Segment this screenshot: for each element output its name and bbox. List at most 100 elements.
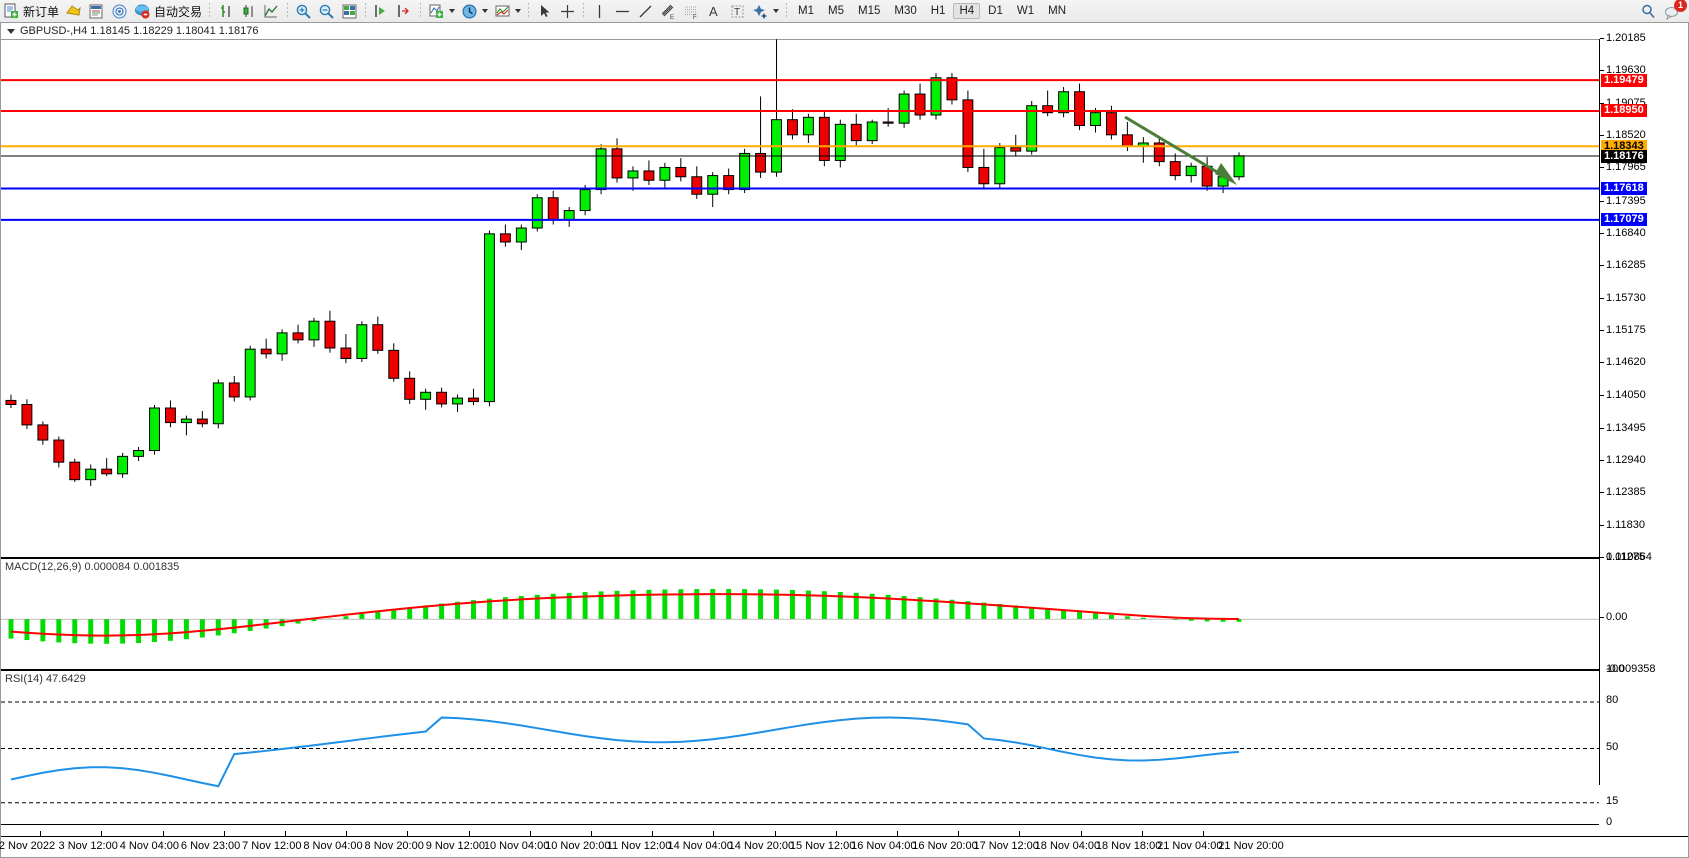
trendline-button[interactable] (634, 1, 657, 21)
time-label: 8 Nov 20:00 (364, 840, 424, 852)
chart-plot-area[interactable]: MACD(12,26,9) 0.000084 0.001835 RSI(14) … (0, 39, 1688, 857)
crosshair-button[interactable] (556, 1, 579, 21)
autotrading-icon (134, 3, 151, 20)
label-icon: T (729, 3, 746, 20)
navigator-icon (111, 3, 128, 20)
time-label: 10 Nov 04:00 (483, 840, 550, 852)
price-pane[interactable] (1, 39, 1599, 558)
price-chart-svg (1, 39, 1599, 487)
market-watch-button[interactable] (85, 1, 108, 21)
new-order-button[interactable]: 新订单 (0, 1, 62, 21)
support-line-1-tag[interactable]: 1.17618 (1601, 182, 1647, 196)
timeframe-w1[interactable]: W1 (1016, 5, 1035, 17)
timeframe-m30[interactable]: M30 (894, 5, 917, 17)
equidistant-channel-button[interactable]: E (657, 1, 680, 21)
data-window-icon (341, 3, 358, 20)
time-separator (1080, 831, 1082, 837)
price-tick: 1.12385 (1600, 486, 1646, 498)
macd-pane[interactable]: MACD(12,26,9) 0.000084 0.001835 (1, 558, 1599, 670)
timeframe-d1[interactable]: D1 (988, 5, 1003, 17)
time-label: 16 Nov 20:00 (912, 840, 978, 852)
chevron-down-icon[interactable] (482, 9, 489, 13)
bar-chart-button[interactable] (214, 1, 237, 21)
shift-end-button[interactable] (370, 1, 393, 21)
new-order-icon (3, 3, 20, 20)
time-label: 6 Nov 23:00 (180, 840, 241, 852)
time-separator (40, 831, 42, 837)
vline-icon (591, 3, 608, 20)
current-price-tag[interactable]: 1.18176 (1601, 149, 1647, 163)
time-separator (713, 831, 715, 837)
zoom-out-button[interactable] (315, 1, 338, 21)
toolbar-separator-4 (420, 3, 422, 19)
resistance-line-1-tag[interactable]: 1.19479 (1601, 73, 1647, 87)
chevron-down-icon[interactable] (773, 9, 780, 13)
rsi-tick: 100 (1606, 663, 1625, 675)
time-axis: 2 Nov 2022 3 Nov 12:00 4 Nov 04:00 6 Nov 23… (0, 831, 1688, 857)
timeframe-m5[interactable]: M5 (828, 5, 844, 17)
candlestick-chart-button[interactable] (237, 1, 260, 21)
price-tick: 1.11275 (1600, 551, 1645, 563)
time-separator (285, 831, 286, 837)
label-button[interactable]: T (726, 1, 749, 21)
timeframe-mn[interactable]: MN (1048, 5, 1066, 17)
macd-tick: 0.010864 (1606, 551, 1652, 563)
toolbar-separator-7 (786, 3, 788, 19)
time-separator (652, 831, 654, 837)
time-label: 2 Nov 2022 (0, 840, 56, 852)
text-button[interactable]: A (703, 1, 726, 21)
indicators-button[interactable] (62, 1, 85, 21)
time-label: 15 Nov 12:00 (789, 840, 856, 852)
macd-label: MACD(12,26,9) 0.000084 0.001835 (5, 561, 180, 573)
line-chart-button[interactable] (260, 1, 283, 21)
time-separator (897, 831, 898, 837)
timeframe-m1[interactable]: M1 (798, 5, 815, 17)
auto-scroll-button[interactable] (393, 1, 416, 21)
timeframe-h4[interactable]: H4 (953, 3, 981, 19)
svg-text:A: A (709, 4, 718, 19)
time-label: 21 Nov 20:00 (1218, 840, 1284, 852)
toolbar-separator-2 (287, 3, 289, 19)
time-label: 17 Nov 12:00 (973, 840, 1039, 852)
rsi-tick: 15 (1606, 794, 1619, 807)
chart-menu-dropdown-icon[interactable] (7, 28, 15, 34)
trend-arrow-annotation[interactable] (1124, 115, 1237, 185)
hline-icon (614, 3, 631, 20)
rsi-tick: 80 (1606, 694, 1619, 706)
rsi-pane[interactable]: RSI(14) 47.6429 (1, 670, 1599, 825)
timeframe-h1[interactable]: H1 (930, 5, 946, 17)
shapes-button[interactable] (749, 1, 782, 21)
shift-end-icon (373, 3, 390, 20)
add-indicator-icon (428, 3, 445, 20)
fibonacci-button[interactable]: F (680, 1, 703, 21)
time-separator (835, 831, 837, 837)
time-label: 14 Nov 20:00 (728, 840, 795, 852)
svg-text:E: E (670, 15, 674, 20)
chevron-down-icon[interactable] (449, 9, 456, 13)
navigator-button[interactable] (108, 1, 131, 21)
equidistant-channel-icon: E (660, 3, 677, 20)
period-button[interactable] (458, 1, 491, 21)
chevron-down-icon[interactable] (515, 9, 522, 13)
trendline-icon (637, 3, 654, 20)
period-icon (461, 3, 478, 20)
zoom-in-icon (295, 3, 312, 20)
add-indicator-button[interactable] (425, 1, 458, 21)
value-axis[interactable]: 1.20185 1.19630 1.19075 1.18520 1.17965 1.173… (1599, 32, 1688, 828)
time-separator (958, 831, 960, 837)
data-window-button[interactable] (338, 1, 361, 21)
toolbar-separator-1 (209, 3, 211, 19)
time-separator (1141, 831, 1143, 837)
zoom-in-button[interactable] (292, 1, 315, 21)
timeframe-m15[interactable]: M15 (858, 5, 881, 17)
notifications-icon[interactable]: 1 (1663, 0, 1687, 20)
symbol-info-bar: GBPUSD-,H4 1.18145 1.18229 1.18041 1.181… (1, 23, 1688, 40)
hline-button[interactable] (611, 1, 634, 21)
autotrading-button[interactable]: 自动交易 (131, 1, 205, 21)
search-icon[interactable] (1640, 3, 1657, 20)
support-line-2-tag[interactable]: 1.17079 (1601, 213, 1647, 227)
templates-button[interactable] (491, 1, 524, 21)
resistance-line-2-tag[interactable]: 1.18950 (1601, 104, 1647, 118)
vline-button[interactable] (588, 1, 611, 21)
cursor-button[interactable] (533, 1, 556, 21)
